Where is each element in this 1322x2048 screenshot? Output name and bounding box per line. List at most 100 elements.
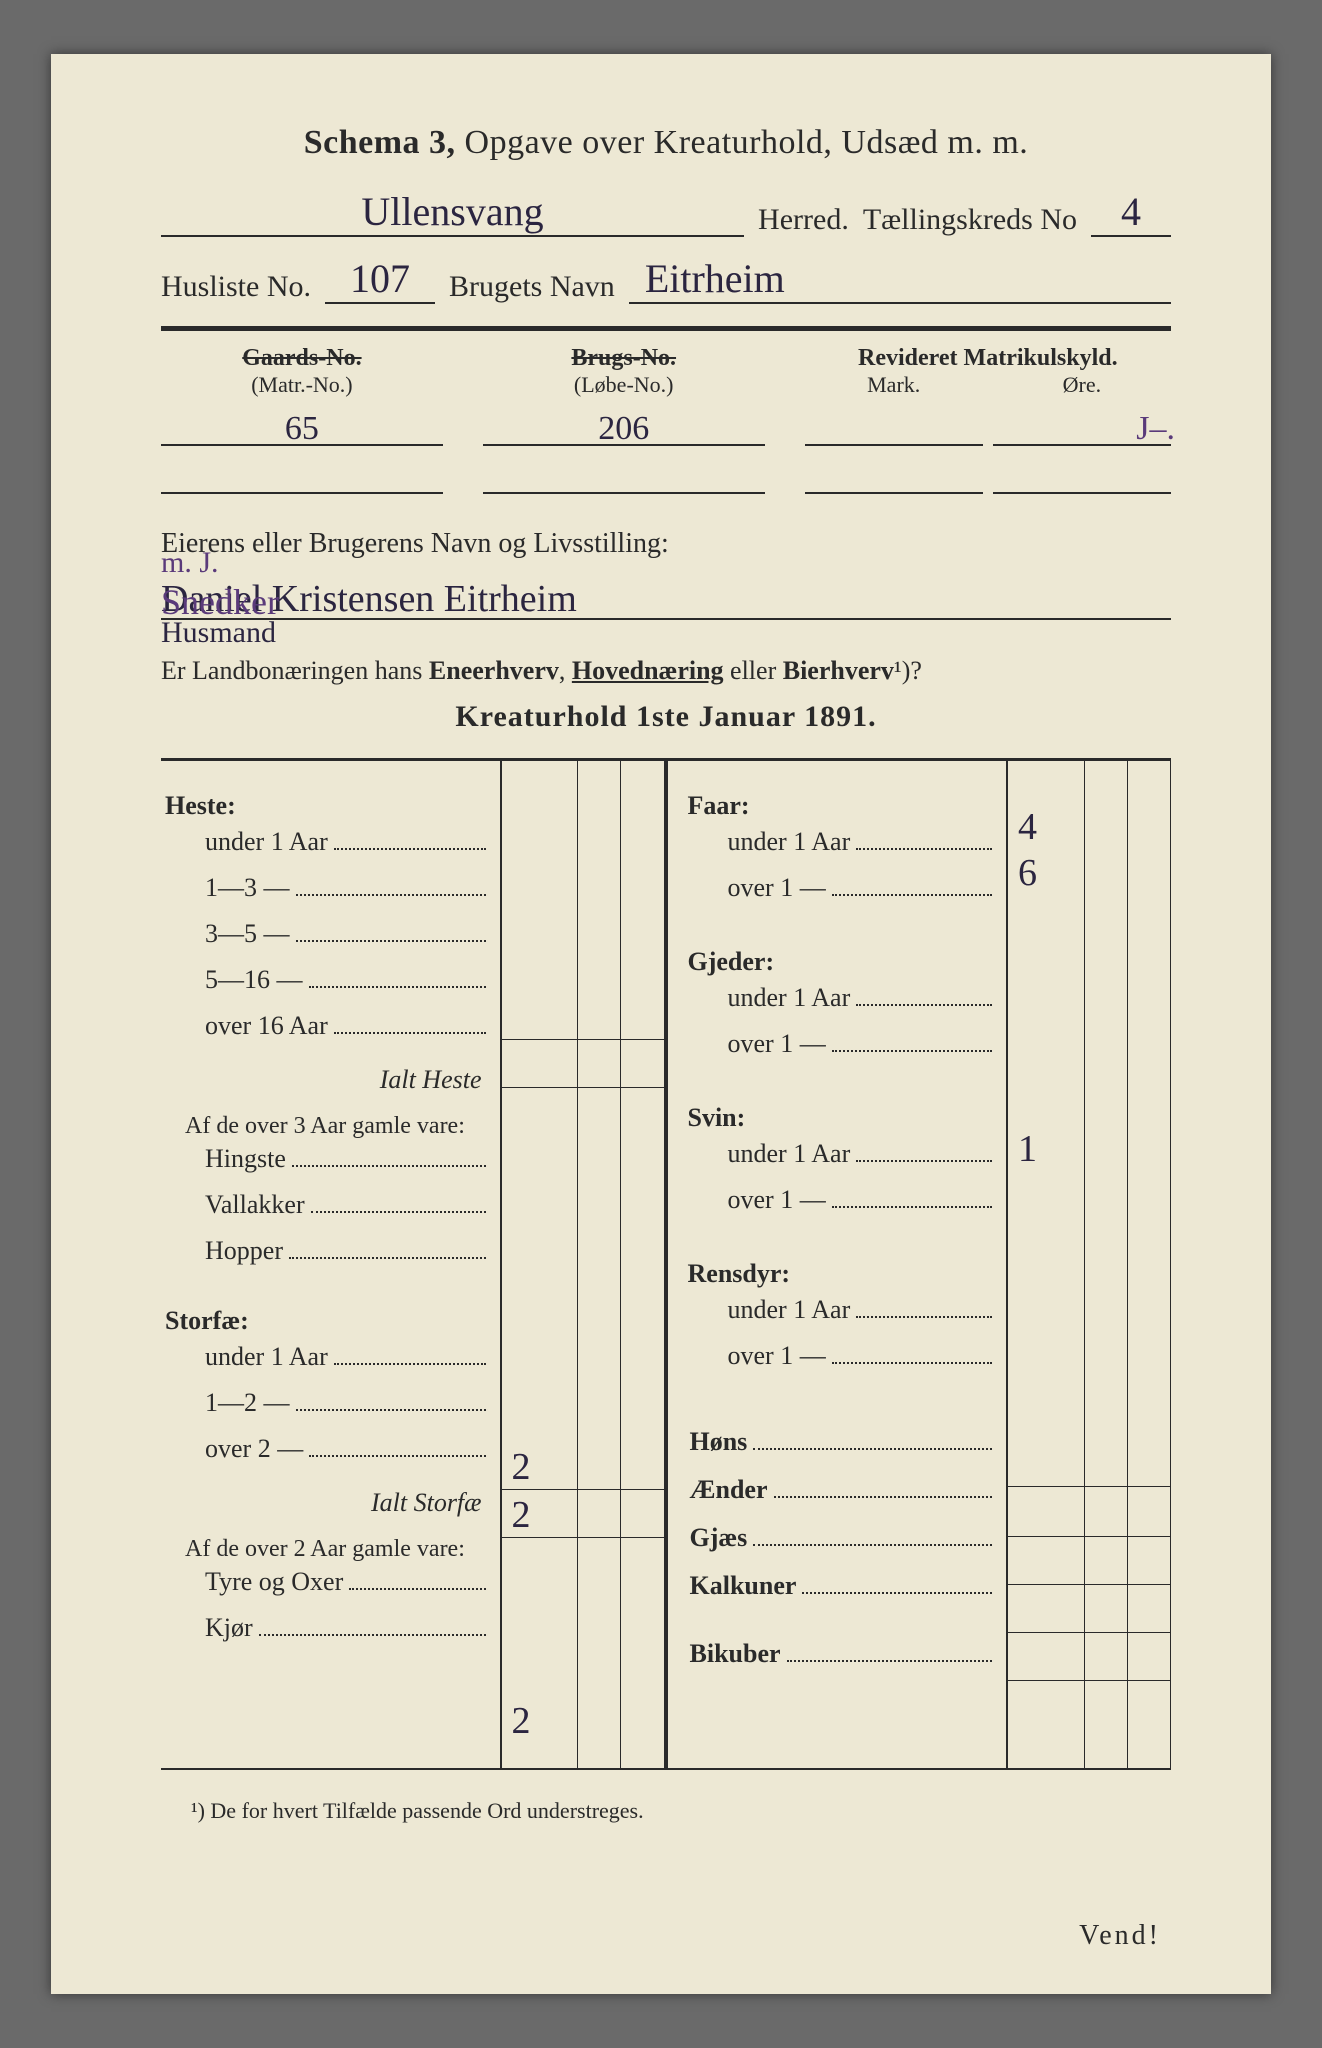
kreds-label: Tællingskreds No: [863, 203, 1077, 237]
gjeder-item: over 1 —: [688, 1029, 997, 1075]
heste-item: under 1 Aar: [165, 827, 490, 873]
cell-col-1: 2 2 2: [502, 761, 579, 1768]
flat-bikuber: Bikuber: [688, 1639, 997, 1687]
left-labels: Heste: under 1 Aar 1—3 — 3—5 — 5—16 — ov…: [161, 761, 500, 1768]
ore-note: J‒.: [1136, 412, 1175, 446]
vend-label: Vend!: [1079, 1920, 1161, 1952]
rensdyr-item: over 1 —: [688, 1341, 997, 1387]
ore-line-2: [993, 454, 1171, 494]
husliste-label: Husliste No.: [161, 270, 311, 304]
storfae-item: under 1 Aar: [165, 1342, 490, 1388]
cell-col-2: [1085, 761, 1128, 1768]
title-prefix: Schema 3,: [304, 124, 456, 161]
cat-heste: Heste:: [165, 791, 490, 821]
heste-item: 3—5 —: [165, 919, 490, 965]
storfae-item: over 2 —: [165, 1434, 490, 1480]
q-pre: Er Landbonæringen hans: [161, 656, 429, 685]
lobe-no-line-2: [483, 454, 765, 494]
hr: [1008, 1632, 1171, 1633]
owner-occupation-2: Husmand: [161, 618, 1091, 648]
flat-kalkuner: Kalkuner: [688, 1571, 997, 1619]
val-kjor: 2: [512, 1699, 531, 1743]
val-ialt-storfae: 2: [512, 1493, 531, 1537]
hr: [502, 1537, 665, 1538]
right-cells: 4 6 1: [1006, 761, 1171, 1768]
val-faar-under1: 4: [1018, 805, 1037, 849]
hr: [502, 1489, 665, 1490]
lobe-no-value: 206: [598, 412, 649, 446]
skyld-title: Revideret Matrikulskyld.: [805, 345, 1171, 372]
owner-line: Daniel Kristensen Eitrheim Snedker Husma…: [161, 566, 1171, 620]
svin-item: under 1 Aar: [688, 1139, 997, 1185]
brugs-no-label: Brugs-No.: [483, 345, 765, 372]
heste-item: over 16 Aar: [165, 1011, 490, 1057]
heste-sub-note: Af de over 3 Aar gamle vare:: [165, 1113, 490, 1140]
hr: [1008, 1680, 1171, 1681]
storfae-sub-note: Af de over 2 Aar gamle vare:: [165, 1536, 490, 1563]
census-form-page: Schema 3, Opgave over Kreaturhold, Udsæd…: [51, 54, 1271, 1994]
ledger-left: Heste: under 1 Aar 1—3 — 3—5 — 5—16 — ov…: [161, 761, 668, 1768]
herred-label: Herred.: [758, 203, 849, 237]
kreds-value: 4: [1091, 192, 1171, 237]
section-title: Kreaturhold 1ste Januar 1891.: [161, 700, 1171, 734]
right-labels: Faar: under 1 Aar over 1 — Gjeder: under…: [668, 761, 1007, 1768]
cell-col-3: [621, 761, 664, 1768]
q-eneerhverv: Eneerhverv: [429, 656, 559, 685]
storfae-total: Ialt Storfæ: [165, 1480, 490, 1526]
cat-gjeder: Gjeder:: [688, 947, 997, 977]
flat-aender: Ænder: [688, 1475, 997, 1523]
ledger: Heste: under 1 Aar 1—3 — 3—5 — 5—16 — ov…: [161, 758, 1171, 1768]
cat-svin: Svin:: [688, 1103, 997, 1133]
husliste-value: 107: [325, 259, 435, 304]
svin-item: over 1 —: [688, 1185, 997, 1231]
gjeder-item: under 1 Aar: [688, 983, 997, 1029]
heste-item: 5—16 —: [165, 965, 490, 1011]
hr: [1008, 1536, 1171, 1537]
lobe-no-label: (Løbe-No.): [483, 372, 765, 398]
faar-item: under 1 Aar: [688, 827, 997, 873]
ledger-right: Faar: under 1 Aar over 1 — Gjeder: under…: [668, 761, 1172, 1768]
val-svin-under1: 1: [1018, 1127, 1037, 1171]
heste-sub-item: Vallakker: [165, 1190, 490, 1236]
matr-no-value: 65: [285, 412, 319, 446]
rule-bottom: [161, 1768, 1171, 1770]
q-hovednaering: Hovednæring: [572, 656, 724, 685]
hr: [502, 1087, 665, 1088]
faar-item: over 1 —: [688, 873, 997, 919]
brug-value: Eitrheim: [629, 259, 1171, 304]
cell-col-1: 4 6 1: [1008, 761, 1085, 1768]
form-title: Schema 3, Opgave over Kreaturhold, Udsæd…: [161, 124, 1171, 162]
q-suffix: ¹)?: [894, 656, 922, 685]
ore-label: Øre.: [993, 372, 1171, 398]
question-line: Er Landbonæringen hans Eneerhverv, Hoved…: [161, 656, 1171, 686]
header-row-2: Husliste No. 107 Brugets Navn Eitrheim: [161, 259, 1171, 304]
matrikul-header: Gaards-No. (Matr.-No.) 65 Brugs-No. (Løb…: [161, 345, 1171, 494]
hr: [1008, 1486, 1171, 1487]
storfae-sub-item: Tyre og Oxer: [165, 1567, 490, 1613]
cat-faar: Faar:: [688, 791, 997, 821]
ore-line-1: J‒.: [993, 406, 1171, 446]
gaards-no-label: Gaards-No.: [161, 345, 443, 372]
left-cells: 2 2 2: [500, 761, 665, 1768]
matr-no-line-2: [161, 454, 443, 494]
storfae-item: 1—2 —: [165, 1388, 490, 1434]
title-main: Opgave over Kreaturhold, Udsæd m. m.: [465, 124, 1029, 161]
hr: [1008, 1584, 1171, 1585]
matr-no-line-1: 65: [161, 406, 443, 446]
storfae-sub-item: Kjør: [165, 1613, 490, 1659]
rule-top: [161, 326, 1171, 331]
brug-label: Brugets Navn: [449, 270, 615, 304]
flat-gjaes: Gjæs: [688, 1523, 997, 1571]
cell-col-2: [578, 761, 621, 1768]
val-faar-over1: 6: [1018, 851, 1037, 895]
matr-no-label: (Matr.-No.): [161, 372, 443, 398]
mat-col-brugs: Brugs-No. (Løbe-No.) 206: [483, 345, 765, 494]
mark-line-1: [805, 406, 983, 446]
flat-hons: Høns: [688, 1427, 997, 1475]
cat-rensdyr: Rensdyr:: [688, 1259, 997, 1289]
mark-label: Mark.: [805, 372, 983, 398]
lobe-no-line-1: 206: [483, 406, 765, 446]
val-storfae-over2: 2: [512, 1445, 531, 1489]
owner-margin-note: m. J.: [161, 548, 1181, 618]
mat-col-skyld: Revideret Matrikulskyld. Mark. Øre. J‒.: [805, 345, 1171, 494]
